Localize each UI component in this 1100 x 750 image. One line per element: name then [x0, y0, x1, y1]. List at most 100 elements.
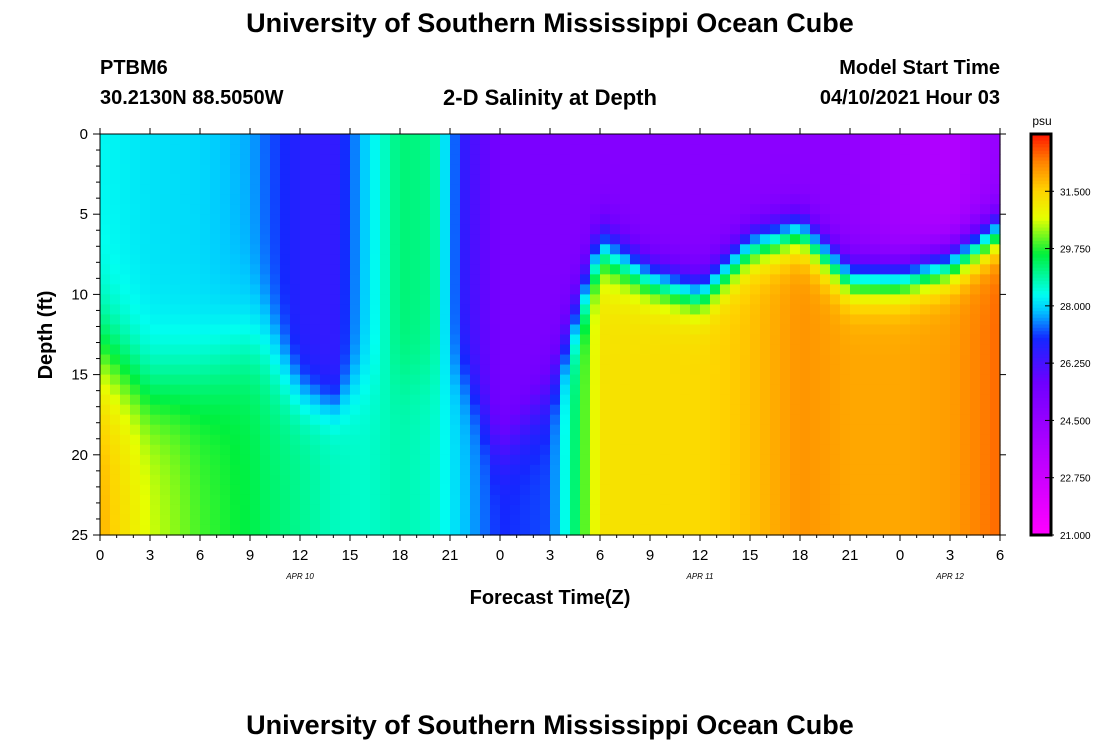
- heatmap-cell: [420, 204, 431, 215]
- heatmap-cell: [440, 334, 451, 346]
- heatmap-cell: [680, 404, 691, 416]
- heatmap-cell: [950, 204, 961, 215]
- heatmap-cell: [190, 404, 201, 416]
- heatmap-cell: [730, 414, 741, 426]
- heatmap-cell: [540, 284, 551, 295]
- heatmap-cell: [690, 184, 701, 195]
- heatmap-cell: [930, 254, 941, 265]
- heatmap-cell: [350, 234, 361, 245]
- heatmap-cell: [550, 354, 561, 366]
- heatmap-cell: [150, 374, 161, 386]
- heatmap-cell: [850, 464, 861, 476]
- heatmap-cell: [190, 484, 201, 496]
- heatmap-cell: [820, 464, 831, 476]
- colorbar-segment: [1031, 194, 1051, 199]
- heatmap-cell: [520, 254, 531, 265]
- heatmap-cell: [160, 414, 171, 426]
- heatmap-cell: [670, 254, 681, 265]
- heatmap-cell: [320, 324, 331, 336]
- heatmap-cell: [170, 174, 181, 185]
- heatmap-cell: [210, 154, 221, 165]
- colorbar-segment: [1031, 140, 1051, 145]
- heatmap-cell: [660, 164, 671, 175]
- heatmap-cell: [670, 344, 681, 356]
- heatmap-cell: [160, 374, 171, 386]
- colorbar-segment: [1031, 381, 1051, 386]
- heatmap-cell: [830, 414, 841, 426]
- heatmap-cell: [360, 344, 371, 356]
- heatmap-cell: [410, 224, 421, 235]
- heatmap-cell: [670, 354, 681, 366]
- heatmap-cell: [400, 454, 411, 466]
- heatmap-cell: [980, 354, 991, 366]
- heatmap-cell: [570, 314, 581, 326]
- heatmap-cell: [960, 494, 971, 506]
- heatmap-cell: [890, 334, 901, 346]
- heatmap-cell: [700, 314, 711, 326]
- heatmap-cell: [620, 294, 631, 306]
- heatmap-cell: [510, 264, 521, 275]
- heatmap-cell: [220, 334, 231, 346]
- heatmap-cell: [760, 204, 771, 215]
- heatmap-cell: [640, 134, 651, 145]
- colorbar-segment: [1031, 441, 1051, 446]
- heatmap-cell: [660, 464, 671, 476]
- heatmap-cell: [490, 364, 501, 376]
- heatmap-cell: [550, 504, 561, 516]
- heatmap-cell: [440, 254, 451, 265]
- heatmap-cell: [270, 314, 281, 326]
- heatmap-cell: [790, 414, 801, 426]
- heatmap-cell: [920, 414, 931, 426]
- heatmap-cell: [890, 434, 901, 446]
- heatmap-cell: [130, 374, 141, 386]
- heatmap-cell: [200, 164, 211, 175]
- heatmap-cell: [900, 214, 911, 225]
- heatmap-cell: [560, 154, 571, 165]
- heatmap-cell: [810, 284, 821, 295]
- heatmap-cell: [730, 334, 741, 346]
- heatmap-cell: [490, 524, 501, 536]
- heatmap-cell: [290, 334, 301, 346]
- heatmap-cell: [270, 474, 281, 486]
- heatmap-cell: [360, 444, 371, 456]
- colorbar-segment: [1031, 397, 1051, 402]
- heatmap-cell: [380, 204, 391, 215]
- heatmap-cell: [800, 374, 811, 386]
- heatmap-cell: [780, 494, 791, 506]
- heatmap-cell: [310, 494, 321, 506]
- heatmap-cell: [840, 214, 851, 225]
- heatmap-cell: [700, 134, 711, 145]
- heatmap-cell: [560, 184, 571, 195]
- heatmap-cell: [340, 194, 351, 205]
- heatmap-cell: [980, 454, 991, 466]
- heatmap-cell: [580, 304, 591, 316]
- heatmap-cell: [490, 514, 501, 526]
- heatmap-cell: [900, 344, 911, 356]
- heatmap-cell: [510, 224, 521, 235]
- heatmap-cell: [590, 334, 601, 346]
- heatmap-cell: [250, 134, 261, 145]
- heatmap-cell: [850, 234, 861, 245]
- heatmap-cell: [410, 294, 421, 306]
- heatmap-cell: [850, 294, 861, 306]
- heatmap-cell: [980, 344, 991, 356]
- heatmap-cell: [300, 434, 311, 446]
- heatmap-cell: [760, 404, 771, 416]
- heatmap-cell: [770, 474, 781, 486]
- heatmap-cell: [640, 464, 651, 476]
- heatmap-cell: [140, 414, 151, 426]
- heatmap-cell: [320, 474, 331, 486]
- heatmap-cell: [380, 364, 391, 376]
- heatmap-cell: [140, 314, 151, 326]
- heatmap-cell: [290, 324, 301, 336]
- heatmap-cell: [820, 454, 831, 466]
- heatmap-cell: [210, 214, 221, 225]
- heatmap-cell: [300, 224, 311, 235]
- heatmap-cell: [760, 494, 771, 506]
- heatmap-cell: [700, 444, 711, 456]
- heatmap-cell: [580, 164, 591, 175]
- heatmap-cell: [490, 234, 501, 245]
- heatmap-cell: [570, 344, 581, 356]
- colorbar-segment: [1031, 147, 1051, 152]
- heatmap-cell: [320, 524, 331, 536]
